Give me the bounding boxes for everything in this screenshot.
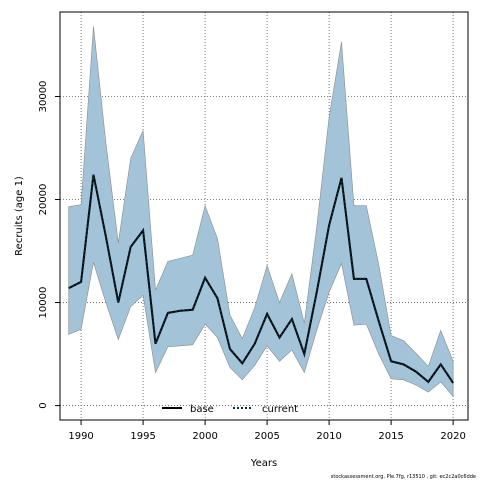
y-tick-label: 20000 [38, 184, 49, 216]
legend-label-base: base [190, 404, 214, 415]
x-tick-label: 2000 [192, 431, 217, 442]
y-tick-label: 0 [38, 402, 49, 408]
x-axis-title: Years [250, 458, 277, 469]
footer-credit: stockassessment.org, Ple.7fg, r13510 , g… [331, 474, 476, 480]
y-axis-title: Recruits (age 1) [14, 176, 25, 256]
y-axis: 0 10000 20000 30000 [38, 81, 60, 409]
y-tick-label: 10000 [38, 287, 49, 319]
x-tick-label: 2010 [316, 431, 341, 442]
x-tick-label: 1995 [130, 431, 155, 442]
plot-frame [59, 11, 469, 421]
y-tick-label: 30000 [38, 81, 49, 113]
x-tick-label: 2005 [254, 431, 279, 442]
x-axis: 1990 1995 2000 2005 2010 2015 2020 [68, 420, 466, 442]
series-line-current [68, 174, 454, 384]
confidence-band [68, 26, 454, 398]
x-tick-label: 2020 [440, 431, 465, 442]
x-tick-label: 1990 [68, 431, 93, 442]
x-tick-label: 2015 [378, 431, 403, 442]
legend-label-current: current [262, 404, 298, 415]
legend: base current [162, 404, 298, 415]
